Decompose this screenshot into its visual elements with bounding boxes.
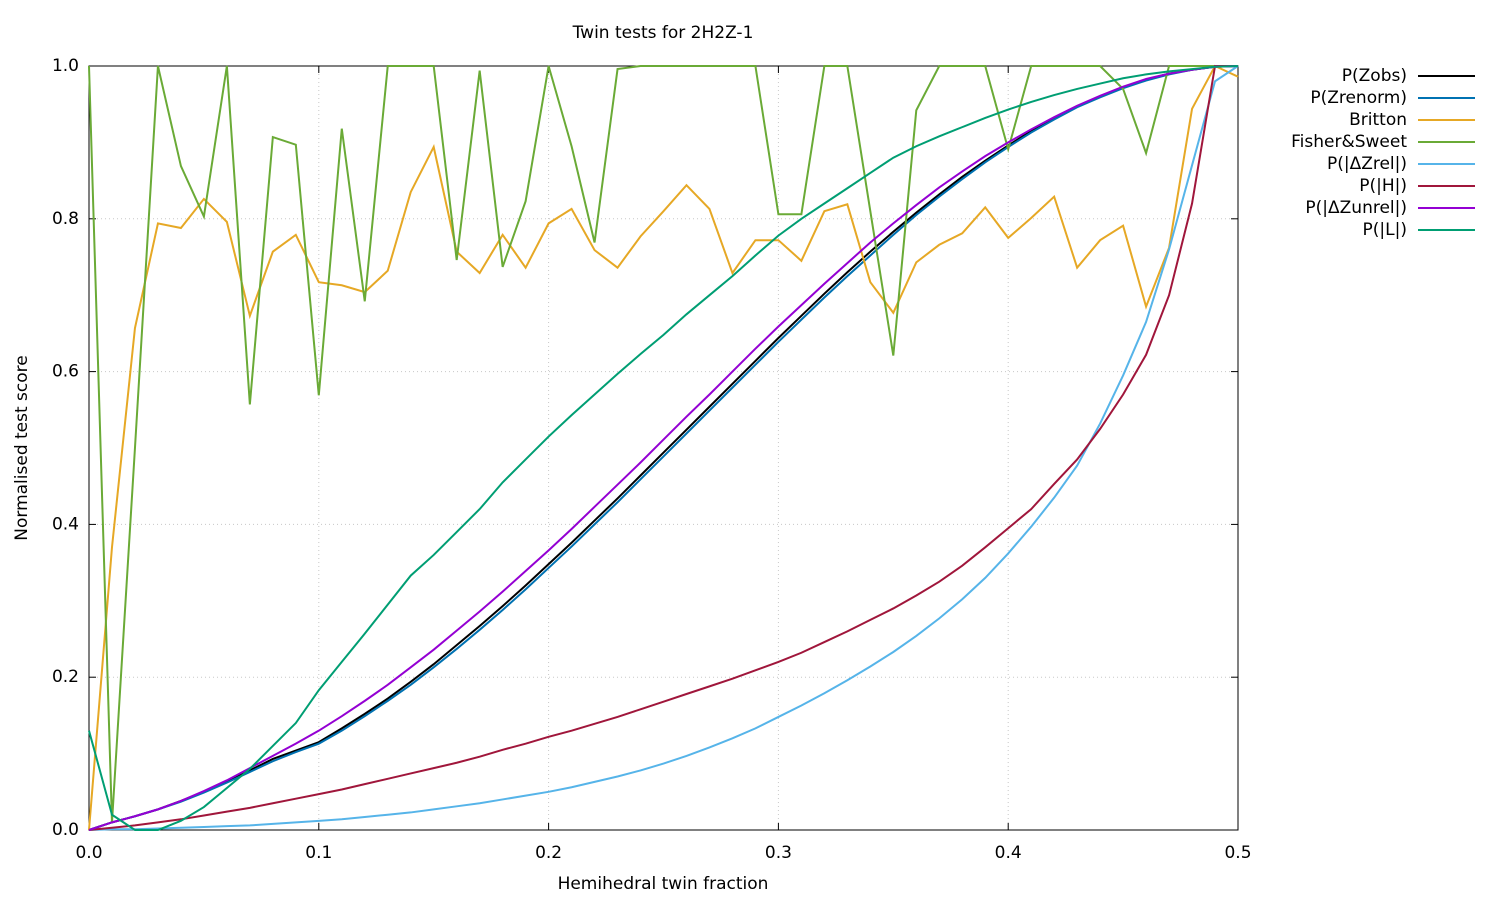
- y-tick-label: 0.2: [52, 667, 79, 687]
- series-line: [88, 65, 1239, 831]
- y-tick-label: 0.4: [52, 514, 79, 534]
- y-tick-label: 0.0: [52, 820, 79, 840]
- legend-label: P(|H|): [1359, 176, 1407, 196]
- y-tick-label: 0.8: [52, 209, 79, 229]
- legend-label: Fisher&Sweet: [1291, 132, 1407, 152]
- series-line: [88, 65, 1238, 823]
- legend-label: P(Zrenorm): [1310, 88, 1407, 108]
- series-line: [88, 65, 1239, 831]
- plot-border: [88, 65, 1239, 831]
- y-axis-label: Normalised test score: [12, 355, 32, 540]
- chart-title: Twin tests for 2H2Z-1: [572, 23, 754, 43]
- legend-label: P(|ΔZrel|): [1327, 154, 1407, 174]
- x-tick-label: 0.3: [765, 843, 792, 863]
- series-line: [88, 65, 1239, 831]
- x-axis-label: Hemihedral twin fraction: [558, 874, 769, 894]
- series-line: [88, 65, 1239, 831]
- series-line: [88, 64, 1239, 831]
- series-line: [88, 65, 1239, 831]
- y-tick-label: 1.0: [52, 56, 79, 76]
- y-tick-label: 0.6: [52, 362, 79, 382]
- x-tick-label: 0.1: [305, 843, 332, 863]
- legend-label: P(Zobs): [1342, 66, 1407, 86]
- legend-label: P(|ΔZunrel|): [1305, 198, 1407, 218]
- x-tick-label: 0.0: [75, 843, 102, 863]
- x-tick-label: 0.2: [535, 843, 562, 863]
- legend-label: Britton: [1349, 110, 1407, 130]
- series-line: [88, 65, 1238, 831]
- x-tick-label: 0.5: [1224, 843, 1251, 863]
- x-tick-label: 0.4: [995, 843, 1022, 863]
- legend-label: P(|L|): [1363, 220, 1407, 240]
